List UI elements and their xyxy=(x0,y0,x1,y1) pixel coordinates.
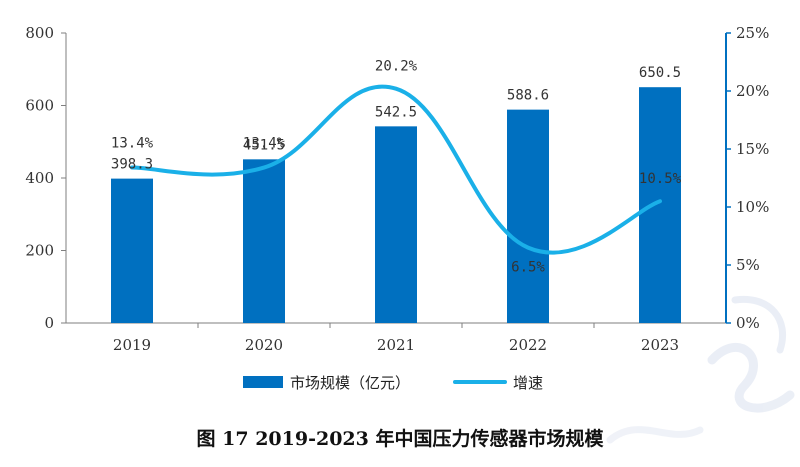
axes: 0 200 400 600 800 0% 5% 10% 15% 20% 25% 2019 2020 202… xyxy=(25,24,769,354)
x-axis-tick-label: 2022 xyxy=(509,336,547,354)
watermark xyxy=(606,295,795,444)
legend: 市场规模（亿元） 增速 xyxy=(243,374,543,392)
left-axis-tick-label: 800 xyxy=(25,24,54,42)
left-axis-tick-label: 200 xyxy=(25,242,54,260)
right-axis-tick-label: 15% xyxy=(736,140,769,158)
growth-line-path xyxy=(130,84,662,255)
bars xyxy=(111,87,681,323)
legend-line-label: 增速 xyxy=(513,374,543,392)
left-axis-tick-label: 0 xyxy=(44,314,54,332)
growth-value-label: 20.2% xyxy=(375,59,418,75)
left-axis-tick-label: 400 xyxy=(25,169,54,187)
growth-value-label: 10.5% xyxy=(639,171,682,187)
legend-bar-label: 市场规模（亿元） xyxy=(290,374,410,392)
figure-caption: 图 17 2019-2023 年中国压力传感器市场规模 xyxy=(197,427,605,450)
growth-value-label: 13.4% xyxy=(243,136,286,152)
growth-line xyxy=(130,84,662,255)
right-axis-tick-label: 20% xyxy=(736,82,769,100)
bar xyxy=(375,126,417,323)
bar xyxy=(507,109,549,323)
bar xyxy=(639,87,681,323)
x-axis-tick-label: 2019 xyxy=(113,336,151,354)
x-axis-tick-label: 2021 xyxy=(377,336,415,354)
right-axis-tick-label: 10% xyxy=(736,198,769,216)
data-labels: 398.3 451.5 542.5 588.6 650.5 13.4% 13.4% 20.2%… xyxy=(111,59,682,276)
left-axis-tick-label: 600 xyxy=(25,97,54,115)
bar-value-label: 542.5 xyxy=(375,104,417,120)
bar xyxy=(111,178,153,323)
x-axis-tick-label: 2020 xyxy=(245,336,283,354)
right-axis-tick-label: 0% xyxy=(736,314,760,332)
bar-value-label: 588.6 xyxy=(507,88,549,104)
bar-value-label: 451.5 xyxy=(243,137,285,153)
bar-value-label: 398.3 xyxy=(111,157,153,173)
right-axis-tick-label: 25% xyxy=(736,24,769,42)
right-axis-tick-label: 5% xyxy=(736,256,760,274)
growth-value-label: 13.4% xyxy=(111,136,154,152)
legend-bar-swatch xyxy=(243,376,283,388)
x-axis-tick-label: 2023 xyxy=(641,336,679,354)
bar xyxy=(243,159,285,323)
bar-value-label: 650.5 xyxy=(639,65,681,81)
growth-value-label: 6.5% xyxy=(511,260,545,276)
